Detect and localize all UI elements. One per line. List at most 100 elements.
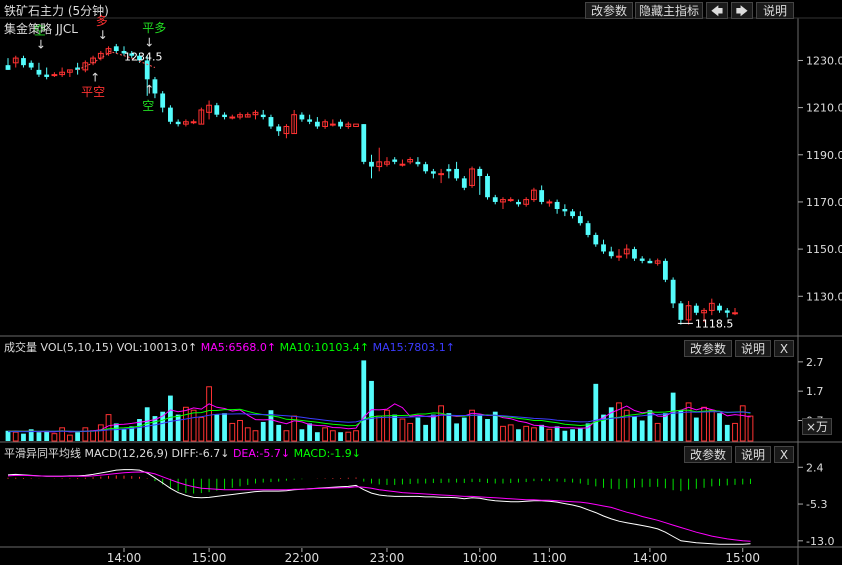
time-tick-label: 23:00 xyxy=(370,551,405,565)
candle-body xyxy=(601,244,606,252)
candle-body xyxy=(361,124,367,162)
volume-change-params-button[interactable]: 改参数 xyxy=(684,340,732,357)
low-price-label: 1118.5 xyxy=(695,317,734,330)
volume-bar xyxy=(562,430,568,441)
candle-body xyxy=(623,248,630,255)
time-tick-label: 22:00 xyxy=(285,551,320,565)
volume-bar xyxy=(44,430,50,441)
macd-help-button[interactable]: 说明 xyxy=(735,446,771,463)
volume-bar xyxy=(121,429,127,441)
price-tick-label: 1210.0 xyxy=(806,102,842,115)
volume-bar xyxy=(160,411,166,441)
volume-bar xyxy=(90,430,96,442)
volume-bar xyxy=(5,430,11,441)
volume-bar xyxy=(423,424,429,441)
volume-bar xyxy=(430,414,436,441)
volume-bar xyxy=(516,429,521,441)
volume-bar xyxy=(322,427,328,442)
candle-body xyxy=(229,116,236,119)
candle-body xyxy=(182,121,189,125)
volume-bar xyxy=(144,407,150,441)
hide-main-indicator-button[interactable]: 隐藏主指标 xyxy=(635,2,703,19)
candle-body xyxy=(144,60,150,80)
volume-bar xyxy=(399,418,406,442)
candle-body xyxy=(685,305,692,321)
diff-value: DIFF:-6.7↓ xyxy=(171,447,230,460)
volume-bar xyxy=(97,424,104,442)
volume-bar xyxy=(338,432,343,441)
candle-body xyxy=(299,114,305,120)
volume-bar xyxy=(182,406,189,442)
macd-close-button[interactable]: X xyxy=(774,446,794,463)
strategy-label: 集金策略 JJCL xyxy=(4,22,78,36)
volume-bar xyxy=(500,425,506,442)
volume-bar xyxy=(593,383,599,441)
candle-body xyxy=(152,79,158,94)
change-params-button[interactable]: 改参数 xyxy=(585,2,633,19)
candle-body xyxy=(268,117,274,127)
candle-body xyxy=(523,199,530,205)
candle-body xyxy=(206,104,212,113)
price-tick-label: 1130.0 xyxy=(806,290,842,303)
volume-panel-header: 成交量 VOL(5,10,15) VOL:10013.0↑ MA5:6568.0… xyxy=(4,339,455,355)
candle-body xyxy=(446,168,452,172)
volume-bar xyxy=(446,413,452,441)
volume-unit-button[interactable]: ×万 xyxy=(802,418,832,435)
volume-bar xyxy=(51,433,58,442)
candle-body xyxy=(137,55,142,61)
volume-bar xyxy=(276,424,282,441)
signal-arrow: ↑ xyxy=(144,82,154,96)
macd-title: 平滑异同平均线 MACD(12,26,9) xyxy=(4,447,169,460)
volume-bar xyxy=(623,409,630,442)
volume-bar xyxy=(724,424,730,441)
candle-body xyxy=(97,52,104,59)
arrow-right-icon[interactable]: 🡆 xyxy=(731,2,753,19)
candle-body xyxy=(244,114,251,118)
volume-bar xyxy=(685,402,692,442)
volume-close-button[interactable]: X xyxy=(774,340,794,357)
candle-body xyxy=(477,168,483,176)
volume-bar xyxy=(283,430,290,442)
candle-body xyxy=(654,260,661,264)
candle-body xyxy=(570,211,575,217)
candle-body xyxy=(461,178,467,188)
help-button[interactable]: 说明 xyxy=(756,2,794,19)
volume-bar xyxy=(369,380,374,441)
volume-bar xyxy=(222,413,227,441)
volume-bar xyxy=(570,429,575,441)
volume-bar xyxy=(747,415,754,442)
time-tick-label: 11:00 xyxy=(532,551,567,565)
volume-bar xyxy=(539,424,545,441)
volume-bar xyxy=(670,392,676,441)
volume-bar xyxy=(152,416,158,441)
volume-bar xyxy=(12,431,19,442)
volume-bar xyxy=(129,426,135,441)
candle-body xyxy=(369,161,374,167)
ma5-value: MA5:6568.0↑ xyxy=(200,341,277,354)
volume-bar xyxy=(477,414,483,441)
time-tick-label: 14:00 xyxy=(633,551,668,565)
candle-body xyxy=(345,123,352,127)
arrow-left-icon[interactable]: 🡄 xyxy=(706,2,728,19)
price-tick-label: 1230.0 xyxy=(806,54,842,67)
candle-body xyxy=(531,189,537,201)
strategy-line xyxy=(77,52,109,71)
volume-bar xyxy=(168,395,173,441)
signal-open-short: 空 xyxy=(34,24,46,38)
volume-bar xyxy=(507,424,514,442)
volume-bar xyxy=(523,425,530,442)
macd-change-params-button[interactable]: 改参数 xyxy=(684,446,732,463)
candle-body xyxy=(338,121,343,127)
volume-bar xyxy=(469,409,475,442)
volume-bar xyxy=(66,434,73,442)
candle-body xyxy=(329,123,336,126)
volume-bar xyxy=(708,409,715,442)
signal-arrow: ↓ xyxy=(36,38,46,52)
volume-bar xyxy=(654,422,661,442)
candle-body xyxy=(5,65,11,70)
time-tick-label: 14:00 xyxy=(107,551,142,565)
candle-body xyxy=(678,303,684,320)
volume-bar xyxy=(454,423,459,441)
volume-help-button[interactable]: 说明 xyxy=(735,340,771,357)
